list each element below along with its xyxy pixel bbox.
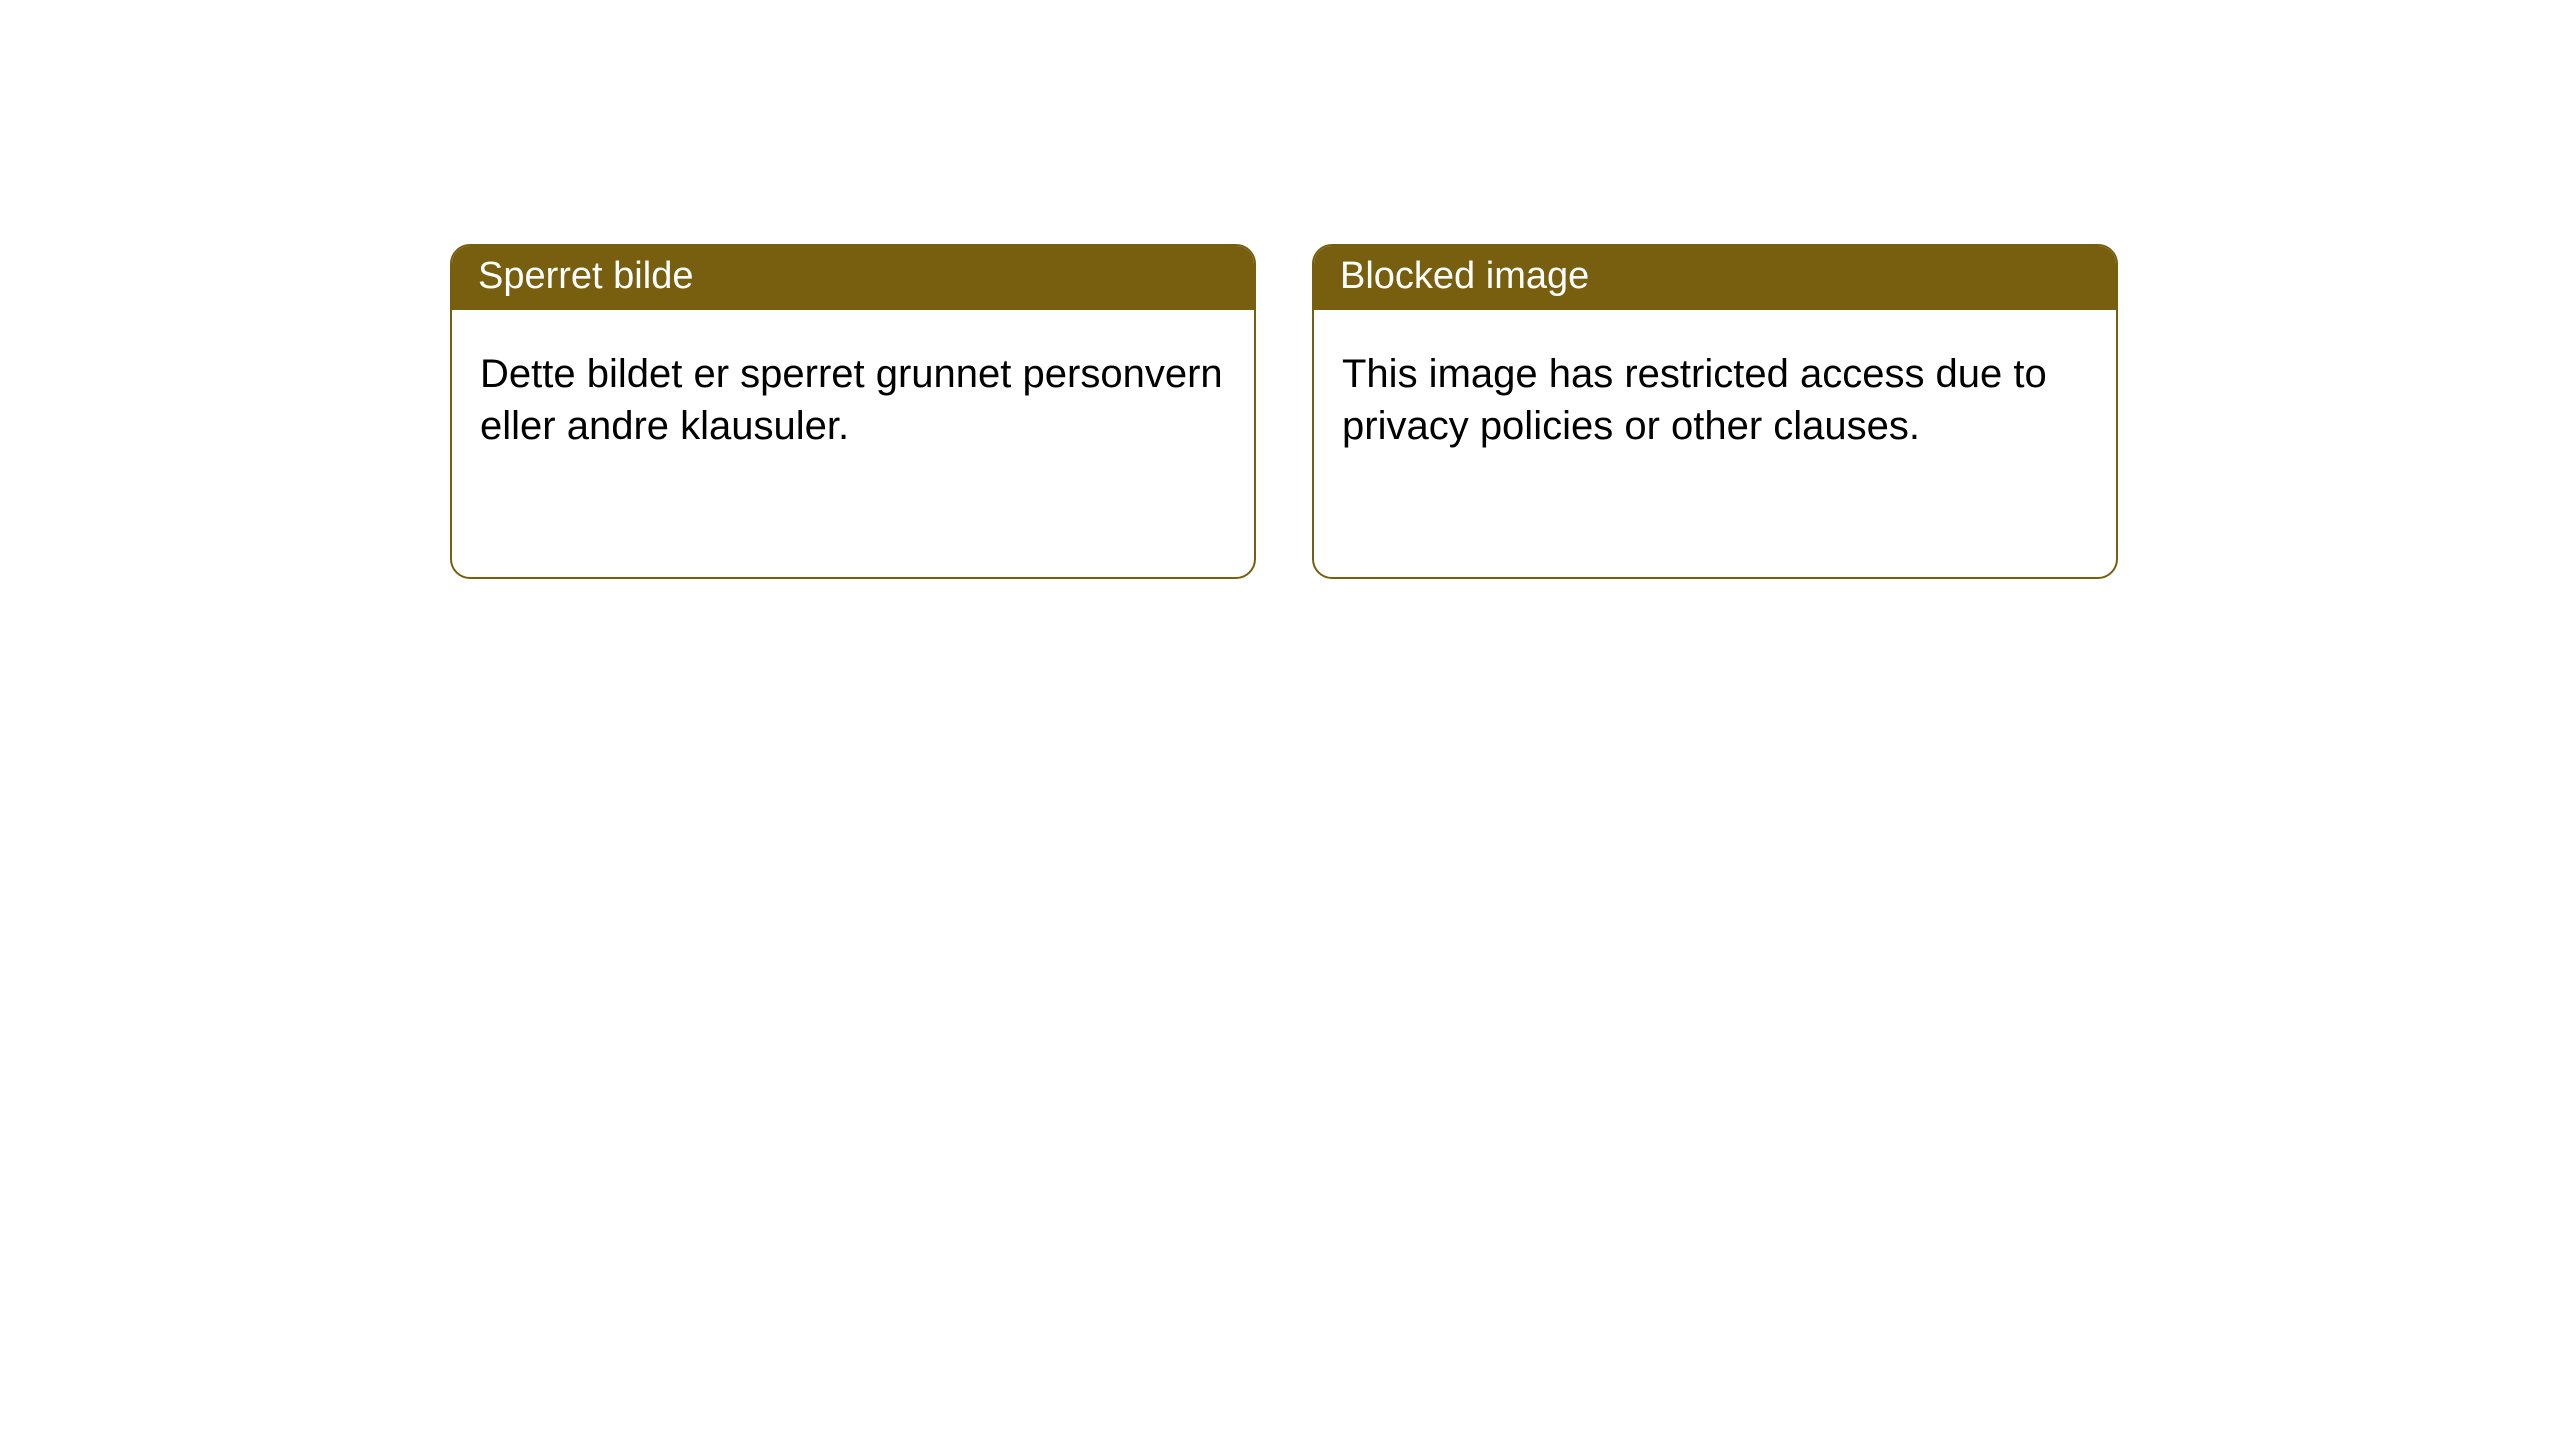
card-title-english: Blocked image — [1314, 246, 2116, 310]
card-title-norwegian: Sperret bilde — [452, 246, 1254, 310]
blocked-image-card-english: Blocked image This image has restricted … — [1312, 244, 2118, 579]
blocked-image-card-norwegian: Sperret bilde Dette bildet er sperret gr… — [450, 244, 1256, 579]
card-body-english: This image has restricted access due to … — [1314, 310, 2116, 492]
card-body-norwegian: Dette bildet er sperret grunnet personve… — [452, 310, 1254, 492]
notice-container: Sperret bilde Dette bildet er sperret gr… — [0, 0, 2560, 579]
